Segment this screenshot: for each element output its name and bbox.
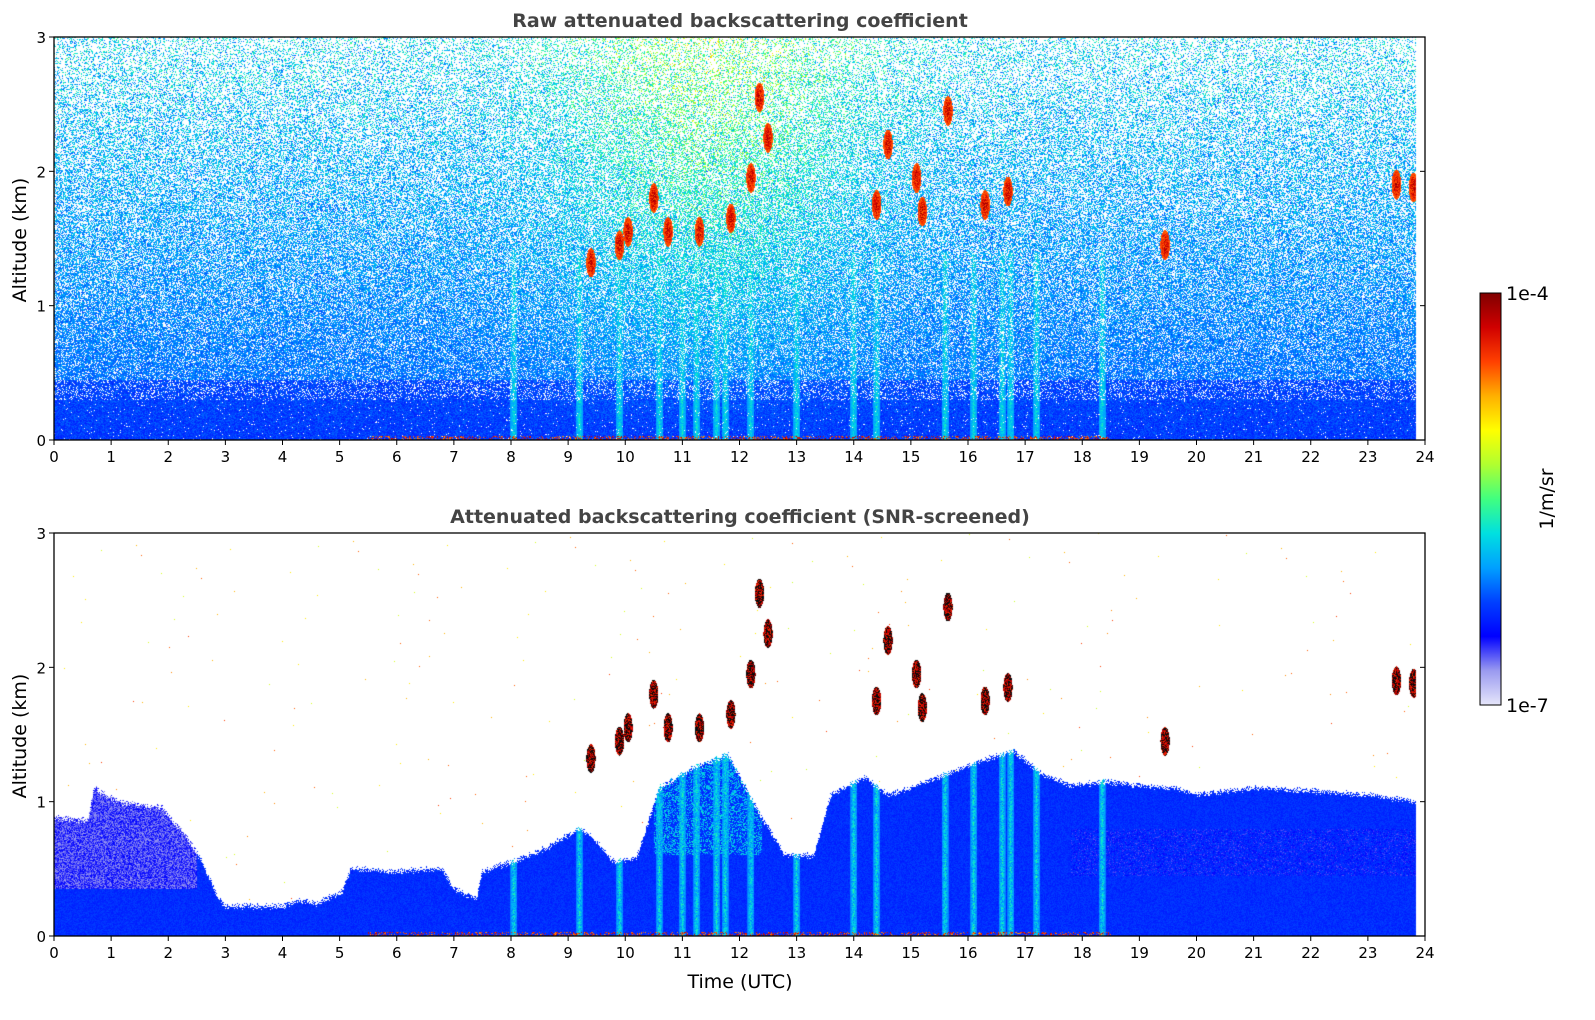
chart-title-screened: Attenuated backscattering coefficient (S… bbox=[450, 506, 1030, 528]
x-tick-label: 21 bbox=[1244, 944, 1263, 962]
y-ticks-raw: 0 1 2 3 bbox=[36, 29, 1425, 450]
x-tick-label: 23 bbox=[1358, 944, 1377, 962]
x-tick-label: 21 bbox=[1244, 448, 1263, 466]
colorbar-label: 1/m/sr bbox=[1536, 468, 1558, 529]
x-axis-label: Time (UTC) bbox=[686, 971, 792, 993]
chart-title-raw: Raw attenuated backscattering coefficien… bbox=[512, 10, 968, 32]
x-tick-label: 22 bbox=[1301, 944, 1320, 962]
y-axis-label-screened: Altitude (km) bbox=[9, 674, 31, 799]
x-tick-label: 12 bbox=[730, 944, 749, 962]
x-tick-label: 11 bbox=[673, 448, 692, 466]
x-tick-label: 10 bbox=[616, 448, 635, 466]
x-tick-label: 4 bbox=[278, 944, 288, 962]
x-tick-label: 10 bbox=[616, 944, 635, 962]
x-tick-label: 18 bbox=[1073, 944, 1092, 962]
colorbar-tick-max: 1e-4 bbox=[1506, 283, 1549, 305]
x-tick-label: 4 bbox=[278, 448, 288, 466]
x-tick-label: 16 bbox=[958, 448, 977, 466]
x-tick-label: 13 bbox=[787, 944, 806, 962]
panel-screened: Attenuated backscattering coefficient (S… bbox=[9, 506, 1435, 993]
x-tick-label: 17 bbox=[1016, 944, 1035, 962]
x-tick-label: 18 bbox=[1073, 448, 1092, 466]
x-tick-label: 23 bbox=[1358, 448, 1377, 466]
x-tick-label: 6 bbox=[392, 944, 402, 962]
x-tick-label: 11 bbox=[673, 944, 692, 962]
x-tick-label: 9 bbox=[563, 944, 573, 962]
x-tick-label: 24 bbox=[1415, 944, 1434, 962]
x-tick-label: 2 bbox=[163, 448, 173, 466]
x-tick-label: 0 bbox=[49, 448, 59, 466]
colorbar: 1e-4 1e-7 1/m/sr bbox=[1479, 283, 1558, 717]
x-tick-label: 15 bbox=[901, 944, 920, 962]
x-tick-label: 12 bbox=[730, 448, 749, 466]
y-tick-label: 2 bbox=[36, 163, 46, 181]
x-tick-label: 19 bbox=[1130, 944, 1149, 962]
x-ticks-screened: 0 1 2 3 4 5 6 7 8 9 10 11 12 13 14 15 16 17 18 19 20 21 22 23 24 bbox=[49, 936, 1435, 962]
x-tick-label: 20 bbox=[1187, 944, 1206, 962]
heatmap-screened-area bbox=[54, 533, 1425, 936]
y-tick-label: 0 bbox=[36, 432, 46, 450]
x-tick-label: 3 bbox=[221, 448, 231, 466]
x-tick-label: 20 bbox=[1187, 448, 1206, 466]
x-tick-label: 8 bbox=[506, 448, 516, 466]
x-tick-label: 16 bbox=[958, 944, 977, 962]
x-tick-label: 19 bbox=[1130, 448, 1149, 466]
x-tick-label: 24 bbox=[1415, 448, 1434, 466]
x-tick-label: 6 bbox=[392, 448, 402, 466]
y-tick-label: 0 bbox=[36, 928, 46, 946]
y-tick-label: 2 bbox=[36, 659, 46, 677]
y-tick-label: 1 bbox=[36, 794, 46, 812]
x-ticks-raw: 0 1 2 3 4 5 6 7 8 9 10 11 12 13 14 15 16 17 18 19 20 21 22 23 24 bbox=[49, 440, 1435, 466]
colorbar-tick-min: 1e-7 bbox=[1506, 695, 1549, 717]
y-axis-label-raw: Altitude (km) bbox=[9, 178, 31, 303]
x-tick-label: 8 bbox=[506, 944, 516, 962]
x-tick-label: 5 bbox=[335, 944, 345, 962]
x-tick-label: 14 bbox=[844, 944, 863, 962]
x-tick-label: 5 bbox=[335, 448, 345, 466]
x-tick-label: 13 bbox=[787, 448, 806, 466]
x-tick-label: 3 bbox=[221, 944, 231, 962]
x-tick-label: 9 bbox=[563, 448, 573, 466]
panel-raw: Raw attenuated backscattering coefficien… bbox=[9, 10, 1435, 466]
x-tick-label: 22 bbox=[1301, 448, 1320, 466]
heatmap-raw-area bbox=[54, 37, 1425, 440]
x-tick-label: 17 bbox=[1016, 448, 1035, 466]
x-tick-label: 2 bbox=[163, 944, 173, 962]
x-tick-label: 1 bbox=[106, 944, 116, 962]
x-tick-label: 14 bbox=[844, 448, 863, 466]
x-tick-label: 15 bbox=[901, 448, 920, 466]
y-tick-label: 3 bbox=[36, 525, 46, 543]
x-tick-label: 0 bbox=[49, 944, 59, 962]
y-tick-label: 3 bbox=[36, 29, 46, 47]
colorbar-bar bbox=[1479, 292, 1502, 706]
y-ticks-screened: 0 1 2 3 bbox=[36, 525, 1425, 946]
y-tick-label: 1 bbox=[36, 298, 46, 316]
x-tick-label: 7 bbox=[449, 944, 459, 962]
x-tick-label: 7 bbox=[449, 448, 459, 466]
x-tick-label: 1 bbox=[106, 448, 116, 466]
